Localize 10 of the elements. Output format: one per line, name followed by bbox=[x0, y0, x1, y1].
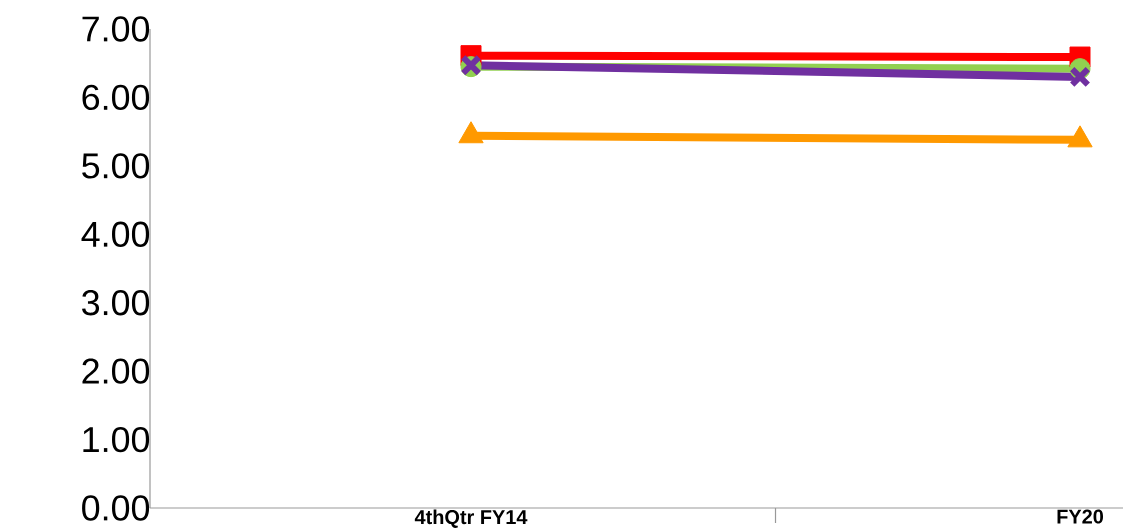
y-tick-label: 7.00 bbox=[82, 16, 150, 42]
y-tick-label: 1.00 bbox=[83, 426, 150, 453]
y-tick-label: 3.00 bbox=[82, 290, 150, 316]
y-tick-label: 4.00 bbox=[81, 221, 150, 247]
y-tick-label: 2.00 bbox=[82, 358, 150, 384]
y-tick-label: 0.00 bbox=[82, 495, 150, 521]
y-tick-label: 6.00 bbox=[82, 84, 150, 111]
x-tick-label: 4thQtr FY14 bbox=[414, 509, 528, 528]
x-tick-label: FY20 bbox=[1057, 509, 1104, 524]
y-tick-label: 5.00 bbox=[82, 153, 150, 179]
